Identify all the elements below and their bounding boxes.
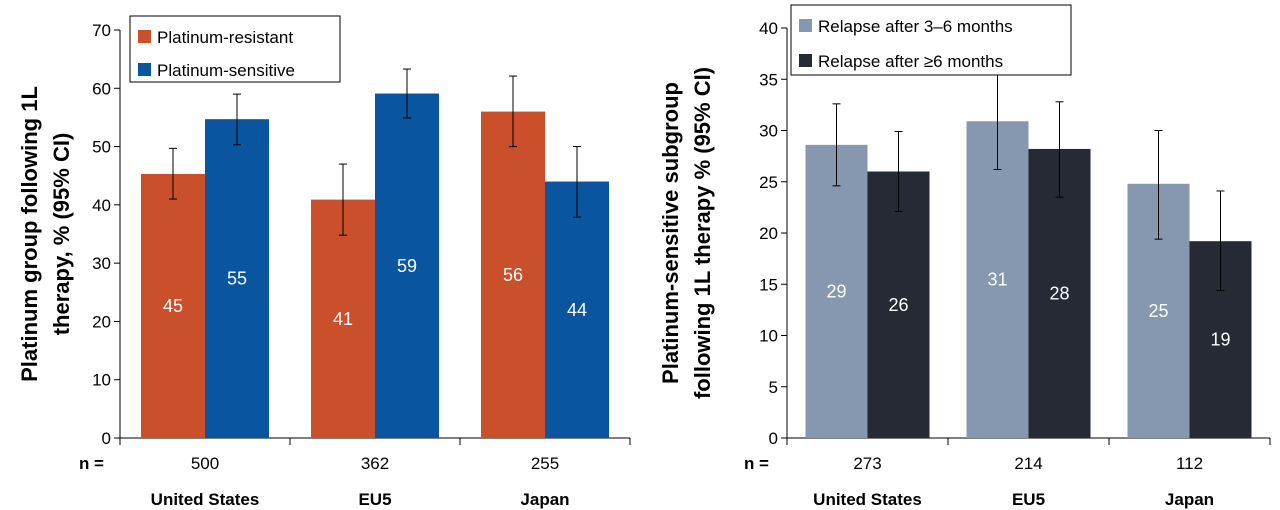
- category-label: EU5: [1012, 490, 1045, 509]
- y-axis-title-line: therapy, % (95% CI): [49, 133, 74, 336]
- y-axis-title-line: following 1L therapy % (95% CI): [690, 67, 715, 399]
- y-axis-title-line: Platinum-sensitive subgroup: [658, 82, 683, 384]
- legend-label: Relapse after ≥6 months: [818, 52, 1003, 71]
- category-label: United States: [151, 490, 260, 509]
- bar: [966, 121, 1029, 439]
- y-tick-label: 30: [92, 254, 111, 273]
- y-tick-label: 0: [102, 429, 111, 448]
- y-tick-label: 30: [759, 122, 778, 141]
- n-value: 214: [1014, 454, 1042, 473]
- bar: [141, 173, 205, 439]
- data-label: 56: [503, 265, 523, 285]
- legend-box: [129, 15, 341, 83]
- data-label: 19: [1210, 330, 1230, 350]
- data-label: 45: [163, 296, 183, 316]
- y-tick-label: 60: [92, 79, 111, 98]
- bar: [545, 181, 609, 439]
- legend-label: Platinum-sensitive: [157, 61, 295, 80]
- y-tick-label: 25: [759, 173, 778, 192]
- chart-right: 0 5 10 15 20 25 30 35 40 Platinum-sensitive subgr…: [658, 4, 1271, 509]
- data-label: 25: [1148, 301, 1168, 321]
- legend-swatch: [138, 63, 151, 76]
- category-label: Japan: [520, 490, 569, 509]
- n-value: 500: [191, 454, 219, 473]
- legend-box: [790, 4, 1072, 76]
- y-tick-label: 10: [759, 327, 778, 346]
- y-tick-label: 0: [769, 429, 778, 448]
- n-value: 112: [1176, 454, 1203, 473]
- data-label: 41: [333, 309, 353, 329]
- y-tick-label: 35: [759, 70, 778, 89]
- y-tick-label: 10: [92, 371, 111, 390]
- bar: [805, 144, 868, 438]
- legend-label: Platinum-resistant: [157, 28, 293, 47]
- data-label: 29: [826, 281, 846, 301]
- legend-swatch: [138, 30, 151, 43]
- data-label: 55: [227, 269, 247, 289]
- category-label: Japan: [1165, 490, 1214, 509]
- y-tick-label: 15: [759, 275, 778, 294]
- y-tick-label: 40: [759, 19, 778, 38]
- data-label: 44: [567, 300, 587, 320]
- y-tick-label: 20: [92, 312, 111, 331]
- data-label: 28: [1049, 283, 1069, 303]
- legend-swatch: [799, 54, 812, 67]
- bar: [375, 93, 439, 438]
- bar: [867, 171, 930, 438]
- data-label: 59: [397, 256, 417, 276]
- legend-swatch: [799, 19, 812, 32]
- y-tick-label: 70: [92, 21, 111, 40]
- y-tick-label: 50: [92, 138, 111, 157]
- bar: [205, 119, 269, 439]
- y-axis-title-line: Platinum group following 1L: [17, 86, 42, 382]
- legend-label: Relapse after 3–6 months: [818, 17, 1013, 36]
- bar: [481, 111, 545, 438]
- n-value: 255: [531, 454, 559, 473]
- bar: [311, 199, 375, 438]
- y-tick-label: 20: [759, 224, 778, 243]
- data-label: 31: [987, 270, 1007, 290]
- n-value: 362: [361, 454, 389, 473]
- data-label: 26: [888, 295, 908, 315]
- y-axis-title: Platinum group following 1L therapy, % (9…: [17, 86, 74, 382]
- n-value: 273: [853, 454, 881, 473]
- y-tick-label: 5: [769, 378, 778, 397]
- chart-left: 0 10 20 30 40 50 60 70 Platinum group following …: [17, 15, 631, 509]
- y-tick-label: 40: [92, 196, 111, 215]
- n-label: n =: [744, 454, 769, 473]
- category-label: EU5: [358, 490, 391, 509]
- n-label: n =: [79, 454, 104, 473]
- category-label: United States: [813, 490, 922, 509]
- y-axis-title: Platinum-sensitive subgroup following 1L …: [658, 67, 715, 399]
